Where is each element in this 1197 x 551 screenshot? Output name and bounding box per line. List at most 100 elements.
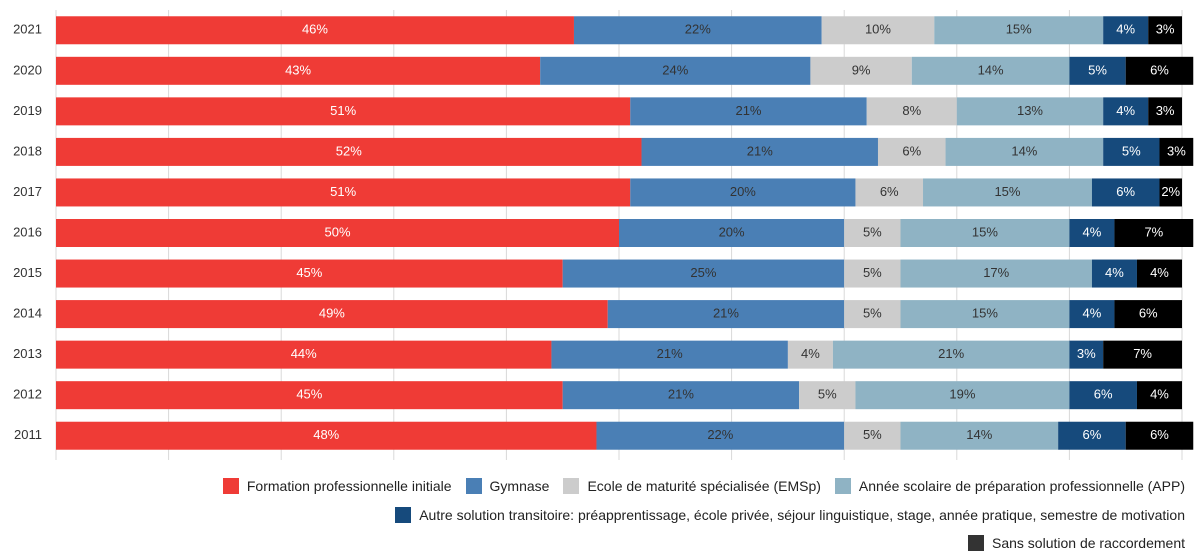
bar-segment: [562, 259, 845, 288]
data-label: 13%: [1017, 103, 1043, 118]
bar-segment: [641, 137, 878, 166]
data-label: 4%: [1150, 387, 1169, 402]
bar-segment: [573, 16, 822, 45]
bar-segment: [1103, 16, 1149, 45]
data-label: 22%: [707, 427, 733, 442]
bar-segment: [1136, 381, 1182, 410]
bar-segment: [1125, 56, 1194, 85]
bar-segment: [1103, 340, 1182, 369]
bar-segment: [1091, 259, 1137, 288]
legend-swatch: [834, 478, 851, 494]
data-label: 43%: [285, 62, 311, 77]
bar-segment: [540, 56, 811, 85]
data-label: 45%: [296, 387, 322, 402]
bar-segment: [877, 137, 946, 166]
bar-segment: [56, 300, 608, 329]
bar-segment: [1136, 259, 1182, 288]
data-label: 7%: [1144, 224, 1163, 239]
bar-segment: [1058, 421, 1126, 450]
data-label: 3%: [1167, 143, 1186, 158]
data-label: 52%: [336, 143, 362, 158]
data-label: 7%: [1133, 346, 1152, 361]
y-tick-label: 2014: [13, 306, 42, 321]
bar-segment: [596, 421, 845, 450]
data-label: 10%: [865, 22, 891, 37]
legend-swatch: [563, 478, 580, 494]
bar-segment: [900, 259, 1092, 288]
data-label: 6%: [880, 184, 899, 199]
data-label: 4%: [1083, 224, 1102, 239]
y-tick-label: 2015: [13, 265, 42, 280]
bar-segment: [900, 300, 1070, 329]
bar-segment: [855, 381, 1070, 410]
data-label: 4%: [1116, 103, 1135, 118]
legend-label: Année scolaire de préparation profession…: [858, 478, 1185, 494]
bar-segment: [799, 381, 856, 410]
bar-segment: [787, 340, 833, 369]
data-label: 49%: [319, 306, 345, 321]
data-label: 20%: [730, 184, 756, 199]
legend-row: Autre solution transitoire: préapprentis…: [395, 507, 1185, 523]
legend-label: Autre solution transitoire: préapprentis…: [419, 507, 1185, 523]
bar-segment: [1091, 178, 1160, 207]
bar-segment: [56, 97, 631, 126]
bar-segment: [56, 16, 574, 45]
bar-segment: [607, 300, 845, 329]
data-label: 14%: [966, 427, 992, 442]
bar-segment: [56, 259, 563, 288]
legend-item: Ecole de maturité spécialisée (EMSp): [563, 478, 821, 494]
data-label: 5%: [863, 427, 882, 442]
bar-segment: [56, 381, 563, 410]
bar-segment: [1069, 56, 1126, 85]
y-tick-label: 2011: [14, 427, 42, 442]
legend-row: Sans solution de raccordement: [968, 535, 1185, 551]
data-label: 6%: [1094, 387, 1113, 402]
data-label: 21%: [657, 346, 683, 361]
bar-segment: [551, 340, 788, 369]
bar-segment: [1069, 381, 1137, 410]
bar-segment: [630, 178, 856, 207]
legend-item: Année scolaire de préparation profession…: [834, 478, 1185, 494]
bar-segment: [855, 178, 924, 207]
data-label: 6%: [1083, 427, 1102, 442]
legend-item: Gymnase: [465, 478, 550, 494]
legend-label: Ecole de maturité spécialisée (EMSp): [587, 478, 821, 494]
bar-segment: [56, 421, 597, 450]
legend-item: Formation professionnelle initiale: [222, 478, 452, 494]
data-label: 4%: [1116, 22, 1135, 37]
legend-row: Formation professionnelle initiale Gymnas…: [222, 478, 1185, 494]
y-tick-label: 2018: [13, 143, 42, 158]
data-label: 5%: [1088, 62, 1107, 77]
data-label: 14%: [1011, 143, 1037, 158]
data-label: 2%: [1161, 184, 1180, 199]
bar-segment: [844, 300, 901, 329]
data-label: 46%: [302, 22, 328, 37]
data-label: 24%: [662, 62, 688, 77]
data-label: 8%: [902, 103, 921, 118]
data-label: 6%: [1116, 184, 1135, 199]
legend-label: Gymnase: [489, 478, 550, 494]
data-label: 19%: [949, 387, 975, 402]
legend-swatch: [222, 478, 239, 494]
data-label: 25%: [690, 265, 716, 280]
bar-segment: [844, 421, 901, 450]
bar-segment: [1159, 178, 1182, 207]
bar-segment: [562, 381, 800, 410]
bar-segment: [1148, 16, 1182, 45]
data-label: 4%: [1083, 306, 1102, 321]
data-label: 15%: [1006, 22, 1032, 37]
data-label: 21%: [938, 346, 964, 361]
y-tick-label: 2013: [13, 346, 42, 361]
bar-segment: [1069, 219, 1115, 247]
y-tick-label: 2012: [13, 387, 42, 402]
data-label: 20%: [719, 224, 745, 239]
bar-segment: [956, 97, 1104, 126]
data-label: 3%: [1156, 103, 1175, 118]
y-tick-label: 2016: [13, 224, 42, 239]
data-label: 5%: [863, 224, 882, 239]
legend-swatch: [395, 507, 412, 523]
bar-segment: [810, 56, 912, 85]
y-tick-label: 2020: [13, 62, 42, 77]
bar-segment: [911, 56, 1070, 85]
legend-swatch: [465, 478, 482, 494]
